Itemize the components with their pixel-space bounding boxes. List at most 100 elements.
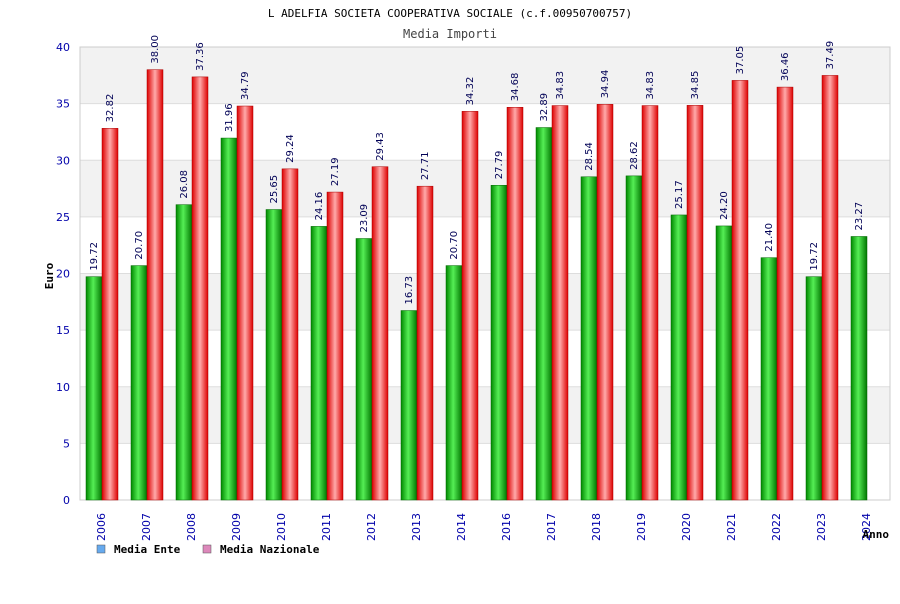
bar-media-ente [535,127,553,501]
x-tick-label: 2023 [815,513,828,541]
data-label: 38.00 [150,35,161,64]
y-tick-label: 30 [56,154,70,167]
plot-frame [79,46,891,501]
bar-media-nazionale [146,69,164,501]
bar-media-ente [310,226,328,501]
x-tick-label: 2012 [365,513,378,541]
x-tick-label: 2019 [635,513,648,541]
data-label: 16.73 [404,276,415,305]
data-label: 20.70 [449,231,460,260]
y-tick-label: 25 [56,211,70,224]
data-label: 20.70 [134,231,145,260]
bar-media-ente [625,175,643,501]
bar-media-nazionale [371,166,389,501]
x-tick-label: 2011 [320,513,333,541]
bar-media-nazionale [596,104,614,501]
x-tick-label: 2009 [230,513,243,541]
data-label: 29.24 [285,134,296,163]
bar-media-nazionale [236,105,254,501]
bar-media-ente [130,265,148,501]
bar-media-nazionale [281,168,299,501]
data-label: 19.72 [809,242,820,271]
x-tick-label: 2020 [680,513,693,541]
bar-media-nazionale [731,80,749,501]
data-label: 24.16 [314,192,325,221]
data-label: 29.43 [375,132,386,161]
bar-media-ente [400,310,418,501]
grid-band [80,216,890,274]
data-label: 37.05 [735,46,746,75]
data-label: 34.68 [510,73,521,102]
legend-label-media-ente: Media Ente [114,543,181,556]
data-label: 32.89 [539,93,550,122]
bar-media-ente [715,225,733,501]
x-tick-label: 2021 [725,513,738,541]
bar-media-ente [445,265,463,501]
data-label: 34.32 [465,77,476,106]
data-label: 34.83 [555,71,566,100]
bar-media-ente [850,236,868,501]
bar-media-nazionale [191,76,209,501]
grid-band [80,330,890,387]
y-axis-label: Euro [43,262,56,289]
bar-media-ente [670,214,688,501]
grid-band [80,103,890,161]
bar-media-ente [805,276,823,501]
y-tick-label: 0 [63,494,70,507]
legend-swatch-media-nazionale [202,544,212,554]
bar-media-nazionale [776,86,794,501]
legend: Media Ente Media Nazionale [96,543,320,556]
data-label: 19.72 [89,242,100,271]
tick-labels: 0 5 10 15 20 25 30 35 40 2006 2007 2008 2009 2010 2011… [56,41,873,541]
bar-media-nazionale [551,105,569,501]
data-label: 26.08 [179,170,190,199]
bar-media-ente [580,176,598,501]
data-label: 28.54 [584,142,595,171]
bar-media-nazionale [326,191,344,501]
bar-media-ente [760,257,778,501]
bar-media-nazionale [821,75,839,501]
legend-swatch-media-ente [96,544,106,554]
bars [85,69,868,501]
bar-media-ente [265,209,283,501]
bar-media-ente [220,137,238,501]
y-tick-label: 20 [56,268,70,281]
data-label: 28.62 [629,141,640,170]
grid-band [80,443,890,500]
x-tick-label: 2007 [140,513,153,541]
chart-subtitle: Media Importi [403,27,497,41]
y-tick-label: 5 [63,437,70,450]
data-label: 34.79 [240,71,251,100]
data-label: 34.94 [600,70,611,99]
x-tick-label: 2006 [95,513,108,541]
grid-bands [80,47,890,500]
y-tick-label: 10 [56,381,70,394]
data-label: 31.96 [224,103,235,132]
grid-band [80,160,890,217]
data-label: 27.71 [420,152,431,181]
bar-media-ente [175,204,193,501]
data-label: 24.20 [719,191,730,220]
x-tick-label: 2010 [275,513,288,541]
bar-media-nazionale [101,128,119,501]
data-label: 34.85 [690,71,701,100]
data-label: 23.27 [854,202,865,231]
data-label: 23.09 [359,204,370,233]
grid-band [80,47,890,104]
data-label: 27.19 [330,157,341,186]
x-tick-label: 2017 [545,513,558,541]
y-tick-label: 15 [56,324,70,337]
x-tick-label: 2008 [185,513,198,541]
bar-media-ente [85,276,103,501]
x-tick-label: 2013 [410,513,423,541]
bar-media-nazionale [461,111,479,501]
y-tick-label: 35 [56,98,70,111]
data-labels: 19.72 32.82 20.70 38.00 26.08 37.36 31.96 34.79… [89,35,865,305]
data-label: 25.17 [674,180,685,209]
bar-media-ente [355,238,373,501]
x-axis-label: Anno [863,528,890,541]
bar-media-ente [490,185,508,501]
y-tick-label: 40 [56,41,70,54]
